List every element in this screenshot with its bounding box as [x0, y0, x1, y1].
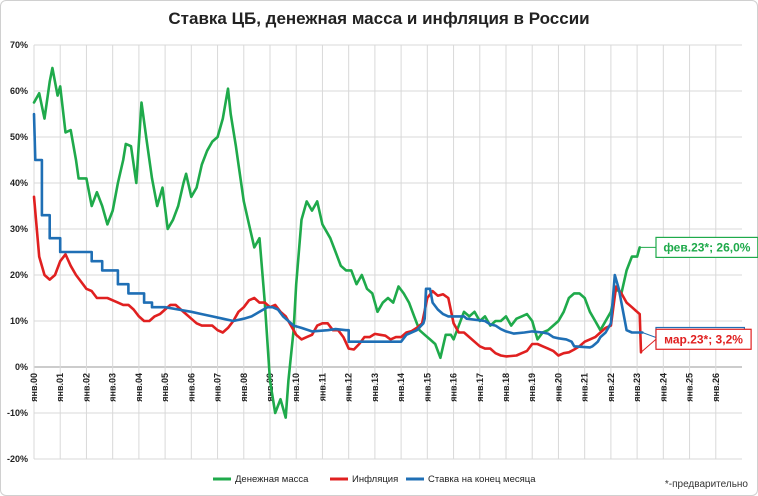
- y-tick-label: -20%: [7, 454, 28, 464]
- x-tick-label: янв.10: [291, 373, 301, 402]
- x-tick-label: янв.12: [344, 373, 354, 402]
- x-tick-label: янв.02: [81, 373, 91, 402]
- x-tick-label: янв.17: [475, 373, 485, 402]
- x-tick-label: янв.03: [108, 373, 118, 402]
- callout-leader: [640, 338, 657, 353]
- x-tick-label: янв.14: [396, 373, 406, 402]
- axes: -20% -10% 0% 10% 20% 30% 40% 50% 60% 70% янв.00 янв…: [7, 40, 721, 464]
- x-tick-label: янв.08: [239, 373, 249, 402]
- callouts: фев.23*; 26,0%мар.23; 7,5%мар.23*; 3,2%: [639, 236, 758, 353]
- footnote: *-предварительно: [664, 479, 748, 490]
- grid-lines: [33, 44, 742, 460]
- x-tick-label: янв.15: [422, 373, 432, 402]
- series-line-2: [32, 112, 644, 349]
- series-line-0: [32, 66, 641, 419]
- y-tick-label: 0%: [15, 362, 28, 372]
- x-tick-label: янв.22: [606, 373, 616, 402]
- y-tick-label: 10%: [10, 316, 28, 326]
- x-tick-label: янв.04: [134, 373, 144, 402]
- x-tick-label: янв.20: [553, 373, 563, 402]
- x-tick-label: янв.24: [658, 373, 668, 402]
- x-tick-label: янв.05: [160, 373, 170, 402]
- y-tick-label: 50%: [10, 132, 28, 142]
- x-tick-label: янв.01: [55, 373, 65, 402]
- series-lines: [32, 66, 644, 419]
- y-tick-label: 60%: [10, 86, 28, 96]
- series-line-1: [32, 195, 643, 358]
- x-tick-label: янв.00: [29, 373, 39, 402]
- legend-label: Денежная масса: [235, 474, 309, 485]
- y-tick-label: 40%: [10, 178, 28, 188]
- x-tick-label: янв.21: [580, 373, 590, 402]
- x-tick-label: янв.13: [370, 373, 380, 402]
- x-tick-label: янв.23: [632, 373, 642, 402]
- y-tick-label: 30%: [10, 224, 28, 234]
- callout-box: [655, 328, 752, 350]
- callout-label: фев.23*; 26,0%: [663, 240, 750, 254]
- x-tick-label: янв.18: [501, 373, 511, 402]
- legend-label: Инфляция: [352, 474, 398, 485]
- y-tick-label: 70%: [10, 40, 28, 50]
- x-tick-label: янв.16: [449, 373, 459, 402]
- legend: Денежная масса Инфляция Ставка на конец ме…: [213, 474, 536, 485]
- legend-label: Ставка на конец месяца: [428, 474, 536, 485]
- y-tick-label: 20%: [10, 270, 28, 280]
- x-tick-label: янв.11: [317, 373, 327, 401]
- callout-leader: [642, 332, 657, 338]
- chart-title: Ставка ЦБ, денежная масса и инфляция в Р…: [168, 9, 590, 28]
- x-tick-label: янв.19: [527, 373, 537, 402]
- x-tick-label: янв.07: [213, 373, 223, 402]
- y-tick-label: -10%: [7, 408, 28, 418]
- callout-label: мар.23*; 3,2%: [664, 332, 743, 346]
- x-tick-label: янв.25: [685, 373, 695, 402]
- x-tick-label: янв.26: [711, 373, 721, 402]
- x-tick-label: янв.06: [186, 373, 196, 402]
